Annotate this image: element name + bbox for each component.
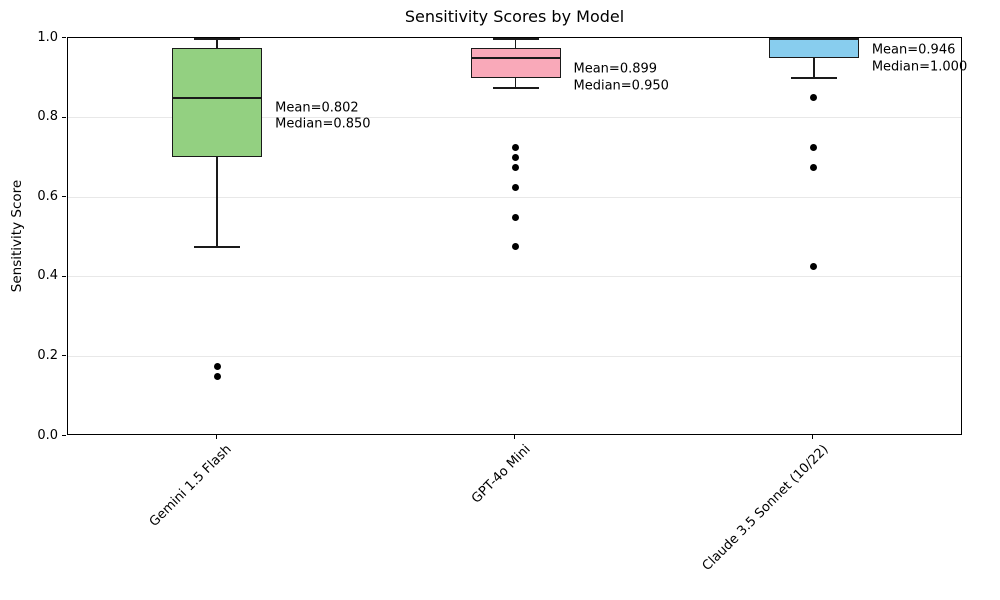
whisker-lower-stem [514,77,517,88]
whisker-lower-cap [790,77,837,79]
stats-annotation: Mean=0.946 Median=1.000 [872,43,967,76]
annotation-median: Median=0.850 [275,116,371,132]
x-tick-label: GPT-4o Mini [468,442,534,507]
plot-area: Mean=0.802 Median=0.850 Mean=0.899 Median=0… [67,37,967,435]
y-tick-mark [62,435,66,436]
x-tick-mark [514,435,515,439]
y-tick-label: 0.4 [37,268,58,284]
y-tick-label: 0.8 [37,109,58,125]
outlier-dot [810,143,818,151]
x-tick-mark [215,435,217,439]
y-tick-label: 1.0 [37,29,58,45]
outlier-dot [512,243,519,251]
y-gridline [68,355,961,357]
y-axis-label: Sensitivity Score [9,179,25,293]
box-iqr [768,38,859,58]
y-tick-mark [62,355,66,357]
outlier-dot [512,143,519,151]
outlier-dot [512,213,519,221]
whisker-lower-stem [813,57,815,78]
x-tick-label: Claude 3.5 Sonnet (10/22) [699,442,832,574]
y-tick-mark [62,275,66,277]
outlier-dot [810,263,818,271]
whisker-lower-stem [216,157,218,247]
whisker-upper-cap [194,38,241,40]
annotation-median: Median=1.000 [871,59,968,75]
whisker-upper-cap [492,38,539,40]
y-tick-label: 0.0 [37,427,58,443]
outlier-dot [512,153,519,161]
chart-title: Sensitivity Scores by Model [404,7,625,26]
median-line [470,56,561,59]
annotation-mean: Mean=0.802 [275,100,359,116]
y-gridline [68,196,961,198]
box-iqr [172,47,263,158]
box-iqr [470,47,561,78]
y-tick-mark [62,37,66,38]
annotation-median: Median=0.950 [573,78,669,94]
outlier-dot [213,372,221,380]
annotation-mean: Mean=0.946 [871,42,956,58]
y-tick-mark [62,196,66,198]
whisker-lower-cap [492,87,539,89]
median-line [172,96,263,99]
outlier-dot [213,362,221,370]
whisker-lower-cap [194,246,241,248]
y-gridline [68,276,961,278]
outlier-dot [810,163,818,171]
whisker-upper-stem [216,38,218,48]
x-tick-label: Gemini 1.5 Flash [146,442,235,530]
y-gridline [68,117,961,119]
x-tick-mark [812,435,814,439]
y-tick-label: 0.6 [37,188,58,204]
stats-annotation: Mean=0.899 Median=0.950 [574,62,669,95]
outlier-dot [512,183,519,191]
median-line [768,38,859,40]
annotation-mean: Mean=0.899 [573,61,658,77]
whisker-upper-stem [514,38,517,48]
y-tick-mark [62,116,66,118]
outlier-dot [512,163,519,171]
outlier-dot [810,94,818,102]
y-tick-label: 0.2 [37,347,58,363]
stats-annotation: Mean=0.802 Median=0.850 [275,100,370,133]
